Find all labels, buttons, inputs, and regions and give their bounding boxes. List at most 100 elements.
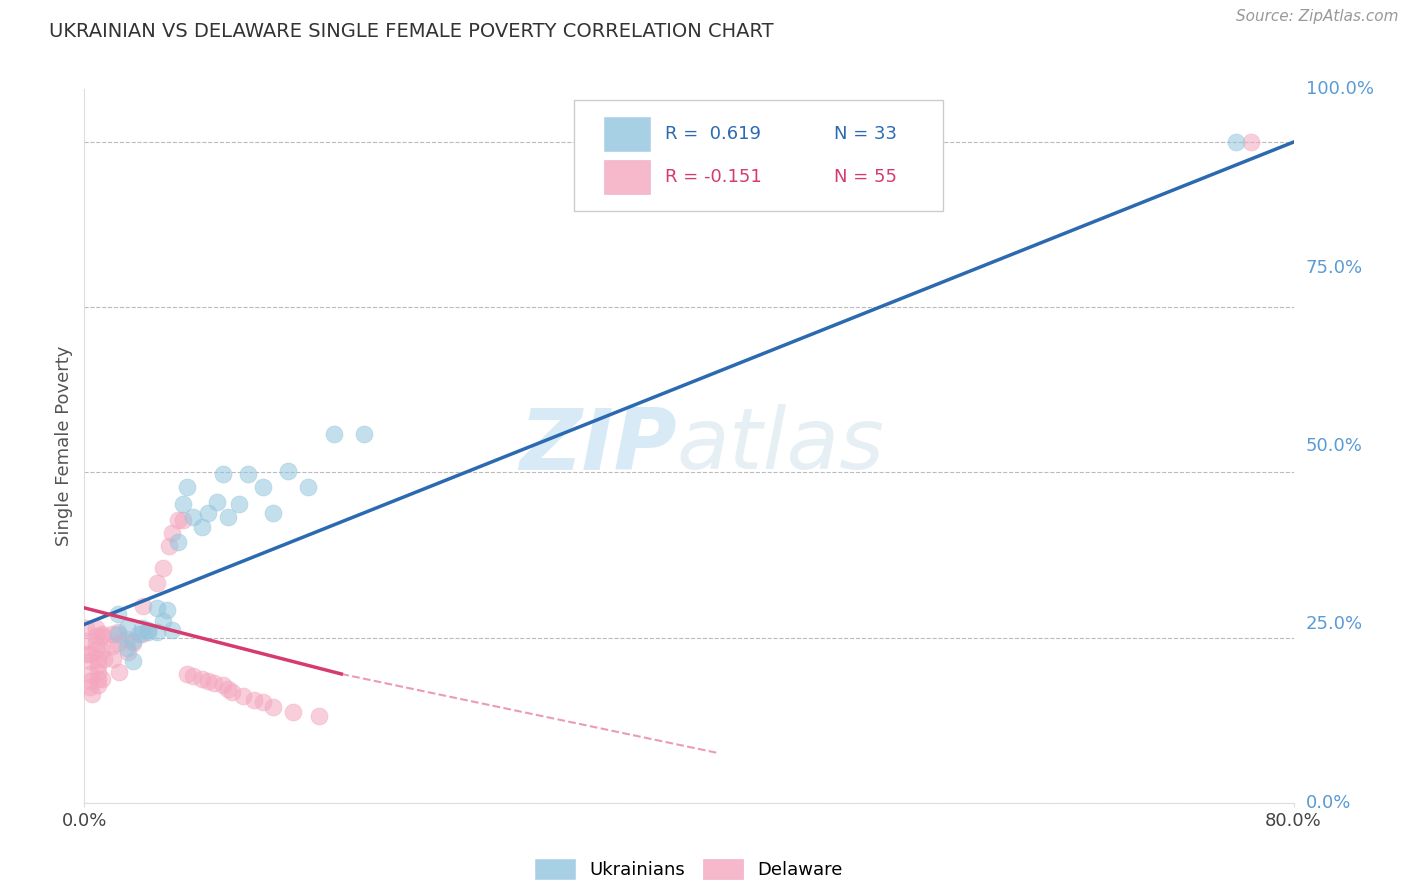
Point [91, 642, 114, 657]
Point [132, 599, 155, 613]
Point [217, 510, 239, 524]
Point [1225, 135, 1247, 149]
Point [252, 480, 274, 494]
Point [172, 513, 194, 527]
Text: R =  0.619: R = 0.619 [665, 125, 761, 143]
Point [146, 600, 169, 615]
Text: R = -0.151: R = -0.151 [665, 168, 762, 186]
Point [167, 534, 190, 549]
Point [121, 654, 143, 668]
Point [79, 673, 101, 688]
Point [160, 623, 183, 637]
Point [79, 667, 101, 681]
Point [131, 627, 153, 641]
Point [117, 645, 139, 659]
Point [157, 540, 180, 554]
Point [128, 627, 150, 641]
Point [262, 700, 284, 714]
Point [115, 640, 138, 655]
Point [176, 480, 198, 494]
Point [156, 603, 179, 617]
Point [100, 627, 122, 641]
Point [100, 639, 122, 653]
Point [101, 652, 124, 666]
Point [197, 673, 219, 688]
Point [191, 519, 214, 533]
Point [1240, 135, 1263, 149]
Point [75, 621, 97, 635]
Point [115, 632, 138, 646]
FancyBboxPatch shape [574, 100, 943, 211]
Point [115, 621, 138, 635]
Point [212, 467, 235, 481]
Bar [605, 160, 650, 194]
Point [108, 665, 131, 679]
Point [80, 687, 103, 701]
Point [191, 672, 214, 686]
Point [221, 685, 243, 699]
Point [91, 627, 114, 641]
Legend: Ukrainians, Delaware: Ukrainians, Delaware [529, 852, 849, 887]
Point [252, 695, 274, 709]
Point [202, 675, 225, 690]
Text: 50.0%: 50.0% [1306, 437, 1362, 455]
Point [217, 682, 239, 697]
Point [236, 467, 259, 481]
Point [93, 652, 115, 666]
Text: atlas: atlas [676, 404, 884, 488]
Point [75, 634, 97, 648]
Point [228, 497, 250, 511]
Y-axis label: Single Female Poverty: Single Female Poverty [55, 346, 73, 546]
Point [262, 507, 284, 521]
Text: Source: ZipAtlas.com: Source: ZipAtlas.com [1236, 9, 1399, 24]
Point [172, 497, 194, 511]
Point [297, 480, 319, 494]
Point [86, 642, 108, 657]
Point [167, 513, 190, 527]
Point [176, 667, 198, 681]
Point [91, 629, 114, 643]
Point [242, 693, 264, 707]
Point [146, 625, 169, 640]
Point [136, 623, 159, 637]
Point [75, 647, 97, 661]
Point [87, 678, 110, 692]
Point [281, 705, 304, 719]
Text: N = 55: N = 55 [834, 168, 897, 186]
Point [308, 708, 330, 723]
Text: 0.0%: 0.0% [1306, 794, 1351, 812]
Text: N = 33: N = 33 [834, 125, 897, 143]
Point [79, 647, 101, 661]
Point [207, 495, 229, 509]
Point [160, 526, 183, 541]
Point [107, 607, 129, 622]
Point [86, 629, 108, 643]
Point [146, 576, 169, 591]
Point [107, 625, 129, 640]
Text: ZIP: ZIP [519, 404, 676, 488]
Text: 100.0%: 100.0% [1306, 80, 1374, 98]
Point [353, 427, 375, 442]
Point [91, 672, 114, 686]
Text: 75.0%: 75.0% [1306, 259, 1362, 277]
Point [79, 680, 101, 694]
Bar [605, 117, 650, 152]
Point [136, 625, 159, 640]
Point [107, 627, 129, 641]
Point [87, 665, 110, 679]
Point [152, 614, 174, 628]
Point [181, 510, 204, 524]
Point [121, 636, 143, 650]
Point [322, 427, 344, 442]
Text: 25.0%: 25.0% [1306, 615, 1362, 633]
Point [212, 678, 235, 692]
Point [79, 654, 101, 668]
Point [87, 658, 110, 673]
Point [107, 636, 129, 650]
Point [197, 507, 219, 521]
Point [232, 689, 254, 703]
Point [277, 464, 299, 478]
Point [152, 561, 174, 575]
Point [87, 652, 110, 666]
Point [131, 621, 153, 635]
